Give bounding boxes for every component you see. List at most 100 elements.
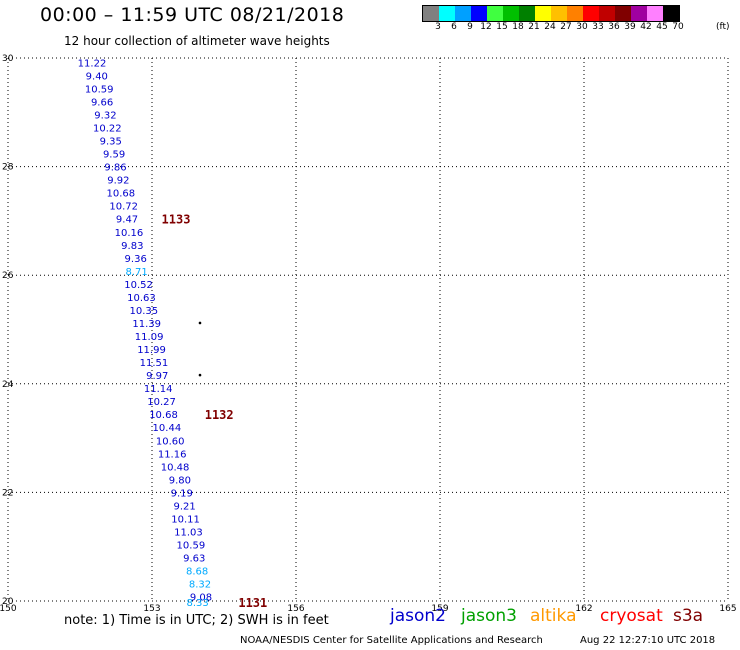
lon-tick-label: 150 [0, 604, 17, 614]
wave-height-reading: 9.83 [121, 241, 143, 252]
wave-height-reading: 9.08 [190, 593, 212, 604]
color-swatch [631, 6, 647, 21]
color-scale-label: 42 [640, 22, 652, 32]
color-swatch [503, 6, 519, 21]
color-scale-label: 27 [560, 22, 572, 32]
wave-height-reading: 8.33 [186, 598, 208, 609]
color-swatch [439, 6, 455, 21]
pass-time-label: 1133 [162, 213, 191, 227]
lon-tick-label: 153 [143, 604, 160, 614]
wave-height-reading: 10.22 [93, 124, 122, 135]
wave-height-reading: 10.44 [153, 423, 182, 434]
color-swatch [647, 6, 663, 21]
color-swatch [551, 6, 567, 21]
map-dots [198, 321, 202, 377]
wave-height-reading: 9.40 [86, 71, 108, 82]
wave-height-reading: 10.59 [85, 84, 114, 95]
color-swatch [663, 6, 679, 21]
color-scale-label: 70 [672, 22, 684, 32]
color-swatch [519, 6, 535, 21]
map-tick-labels: 150 153 156 159 162 165 30 28 26 24 22 20 [0, 54, 737, 614]
color-swatch [615, 6, 631, 21]
footer-timestamp: Aug 22 12:27:10 UTC 2018 [580, 635, 716, 646]
wave-height-reading: 10.48 [161, 462, 190, 473]
wave-height-reading: 8.32 [189, 580, 211, 591]
wave-height-reading: 9.86 [104, 163, 126, 174]
color-scale-label: 18 [512, 22, 524, 32]
lat-tick-label: 22 [2, 488, 13, 498]
wave-height-reading: 10.52 [124, 280, 153, 291]
wave-height-reading: 9.36 [125, 254, 147, 265]
wave-height-reading: 10.27 [147, 397, 176, 408]
wave-height-reading: 8.71 [126, 267, 148, 278]
map-dot [198, 373, 202, 377]
wave-height-reading: 9.66 [91, 97, 113, 108]
pass-time-label: 1131 [238, 596, 267, 610]
wave-height-reading: 11.51 [140, 358, 169, 369]
wave-height-readings: 11.22 9.40 10.59 9.66 9.32 10.22 9.35 9.59 9.86 9… [78, 58, 212, 609]
lat-tick-label: 24 [2, 380, 14, 390]
color-swatch [583, 6, 599, 21]
satellite-legend-item: cryosat [600, 606, 663, 626]
wave-height-reading: 10.68 [149, 410, 178, 421]
map-dot [198, 321, 202, 325]
wave-height-reading: 11.22 [78, 58, 107, 69]
color-scale-label: 12 [480, 22, 492, 32]
wave-height-reading: 9.97 [146, 371, 168, 382]
lat-tick-label: 28 [2, 163, 14, 173]
wave-height-reading: 10.16 [115, 228, 144, 239]
wave-height-reading: 10.72 [109, 202, 138, 213]
wave-height-reading: 11.14 [144, 384, 173, 395]
color-scale-label: 36 [608, 22, 620, 32]
wave-height-reading: 9.59 [103, 150, 125, 161]
color-swatch [535, 6, 551, 21]
color-scale-label: 24 [544, 22, 556, 32]
color-swatch [471, 6, 487, 21]
color-scale-label: 21 [528, 22, 540, 32]
wave-height-reading: 11.99 [137, 345, 166, 356]
wave-height-reading: 10.60 [156, 436, 185, 447]
wave-height-reading: 9.21 [174, 501, 196, 512]
color-scale-label: 6 [451, 22, 457, 32]
pass-time-label: 1132 [205, 408, 234, 422]
wave-height-reading: 8.68 [186, 567, 208, 578]
wave-height-reading: 10.11 [171, 514, 200, 525]
satellite-legend-item: jason2 [390, 606, 446, 626]
wave-height-reading: 10.63 [127, 293, 156, 304]
color-scale-bar [422, 5, 680, 22]
color-scale-label: 15 [496, 22, 508, 32]
wave-height-reading: 9.63 [183, 554, 205, 565]
wave-height-reading: 9.32 [94, 110, 116, 121]
color-scale-label: 39 [624, 22, 636, 32]
wave-height-reading: 10.68 [106, 189, 135, 200]
wave-height-reading: 9.92 [107, 176, 129, 187]
wave-height-reading: 9.35 [100, 137, 122, 148]
lat-tick-label: 26 [2, 271, 14, 281]
color-swatch [567, 6, 583, 21]
color-swatch [455, 6, 471, 21]
wave-height-reading: 9.80 [169, 475, 191, 486]
satellite-legend-item: jason3 [461, 606, 517, 626]
map-title: 00:00 – 11:59 UTC 08/21/2018 [40, 4, 345, 26]
color-scale-label: 33 [592, 22, 604, 32]
wave-height-reading: 9.47 [116, 215, 138, 226]
color-swatch [423, 6, 439, 21]
wave-height-reading: 10.35 [130, 306, 159, 317]
color-scale-label: 45 [656, 22, 668, 32]
color-scale-label: 3 [435, 22, 441, 32]
footer-credit: NOAA/NESDIS Center for Satellite Applica… [240, 635, 543, 646]
color-scale-label: 9 [467, 22, 473, 32]
color-swatch [487, 6, 503, 21]
lon-tick-label: 156 [287, 604, 304, 614]
color-swatch [599, 6, 615, 21]
satellite-legend-item: altika [530, 606, 577, 626]
wave-height-reading: 10.59 [177, 541, 206, 552]
wave-height-reading: 11.09 [135, 332, 164, 343]
color-scale-unit: (ft) [716, 22, 730, 32]
wave-height-reading: 9.19 [171, 488, 193, 499]
lat-tick-label: 20 [2, 597, 14, 607]
map-grid [7, 57, 729, 602]
lon-tick-label: 165 [719, 604, 736, 614]
pass-time-labels: 1133 1132 1131 [162, 213, 268, 610]
